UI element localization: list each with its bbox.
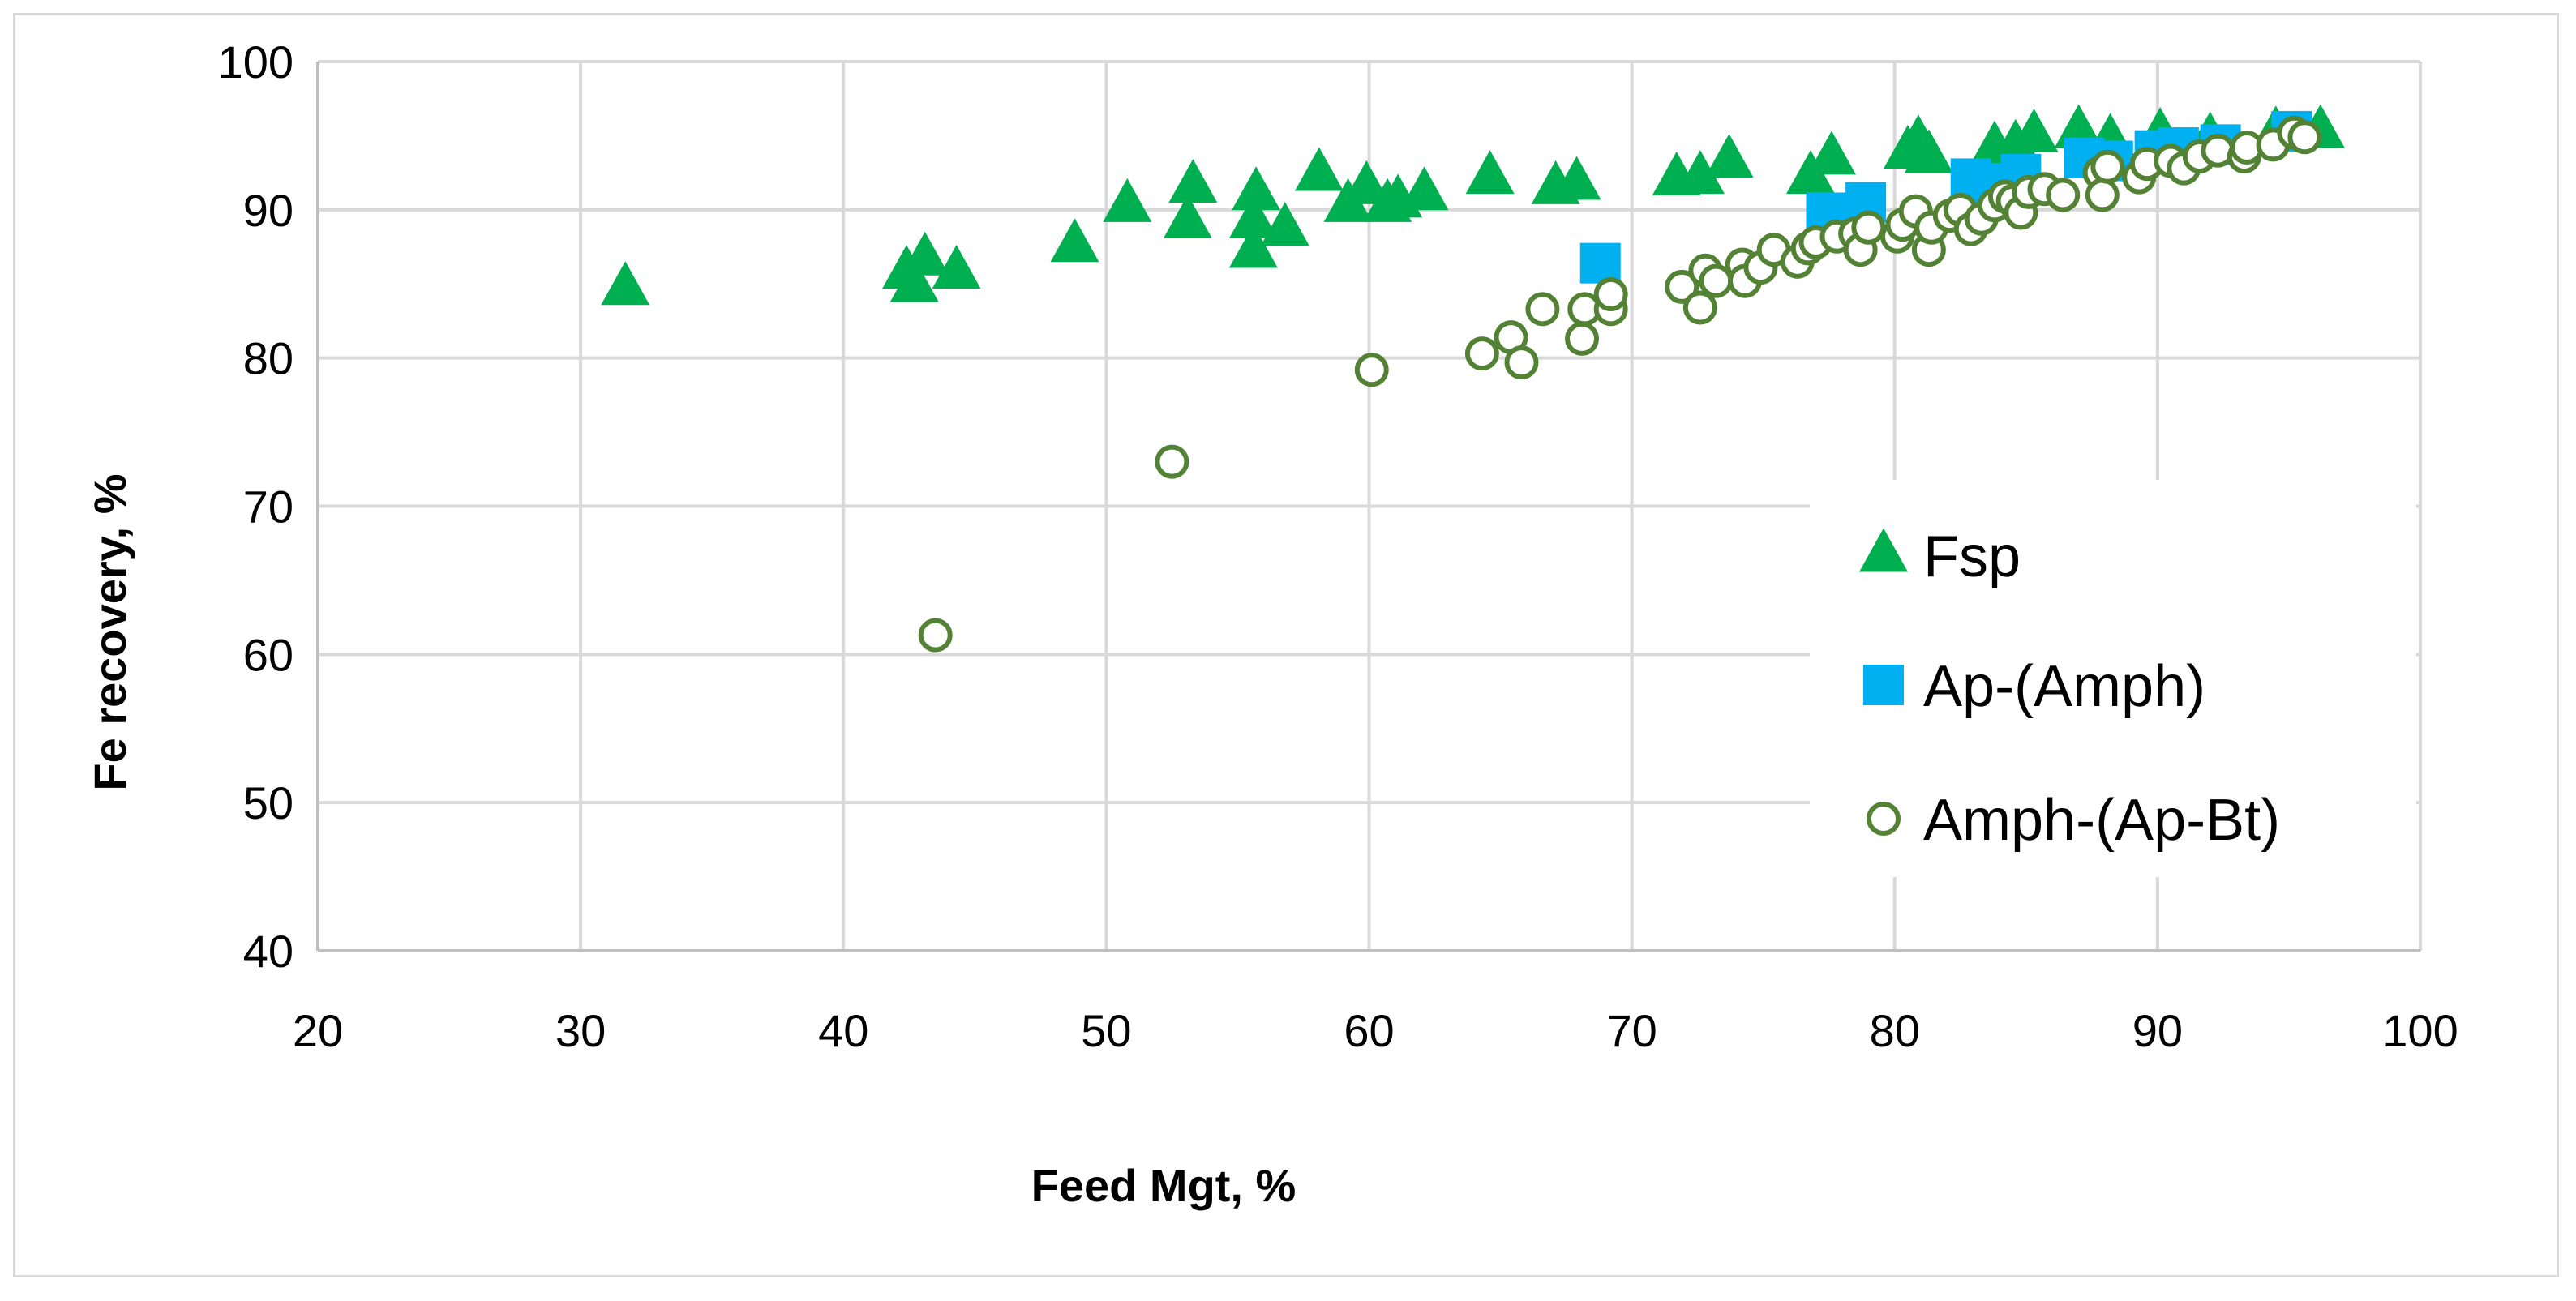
series-ap-amph (1579, 110, 2312, 284)
triangle-point (889, 258, 939, 302)
open-circle-point (2090, 149, 2125, 184)
triangle-point (1704, 134, 1754, 178)
x-axis-label: Feed Mgt, % (1031, 1160, 1297, 1211)
y-tick-label: 70 (243, 481, 294, 533)
triangle-point (1399, 166, 1449, 211)
legend-open-circle-icon (1867, 802, 1901, 836)
triangle-point (1807, 131, 1856, 175)
y-tick-label: 100 (218, 36, 294, 88)
x-tick-label: 100 (2382, 1005, 2458, 1056)
triangle-point (1465, 150, 1515, 195)
y-axis-label: Fe recovery, % (84, 473, 135, 790)
legend-label: Ap-(Amph) (1923, 654, 2205, 719)
open-circle-point (2046, 178, 2081, 212)
triangle-point (1260, 202, 1309, 246)
triangle-point (1228, 194, 1278, 238)
triangle-point (1904, 129, 1953, 173)
x-tick-label: 90 (2132, 1005, 2183, 1056)
open-circle-point (1682, 290, 1717, 325)
open-circle-point (1354, 353, 1389, 387)
x-tick-labels: 20 30 40 50 60 70 80 90 100 (293, 1005, 2458, 1056)
x-tick-label: 50 (1081, 1005, 1131, 1056)
series-amph-ap-bt (918, 115, 2322, 653)
legend-background (1810, 480, 2416, 877)
triangle-point (1232, 166, 1281, 211)
y-tick-label: 50 (243, 777, 294, 828)
legend-triangle-icon (1859, 528, 1908, 572)
triangle-point (2054, 104, 2103, 148)
legend-label: Fsp (1923, 524, 2021, 589)
open-circle-point (2287, 120, 2322, 155)
open-circle-point (1699, 263, 1734, 298)
triangle-point (1168, 159, 1218, 203)
y-tick-label: 90 (243, 185, 294, 236)
x-tick-label: 80 (1870, 1005, 1920, 1056)
triangle-point (1228, 224, 1278, 268)
open-circle-point (1851, 210, 1886, 245)
triangle-point (1294, 147, 1344, 191)
triangle-point (932, 245, 981, 289)
triangle-point (601, 261, 650, 306)
axes (316, 62, 2420, 952)
triangle-point (2009, 108, 2059, 152)
x-tick-label: 70 (1606, 1005, 1657, 1056)
y-tick-labels: 40 50 60 70 80 90 100 (218, 36, 294, 977)
x-tick-label: 30 (555, 1005, 606, 1056)
triangle-point (900, 231, 949, 276)
legend: Fsp Ap-(Amph) Amph-(Ap-Bt) (1810, 480, 2416, 877)
open-circle-point (1593, 277, 1628, 312)
x-tick-label: 60 (1344, 1005, 1394, 1056)
x-tick-label: 40 (818, 1005, 868, 1056)
triangle-point (1552, 156, 1601, 200)
y-tick-label: 80 (243, 333, 294, 384)
legend-label: Amph-(Ap-Bt) (1923, 788, 2280, 853)
series-fsp (601, 104, 2345, 306)
triangle-point (1163, 194, 1212, 238)
open-circle-point (2085, 178, 2120, 212)
y-tick-label: 60 (243, 629, 294, 680)
open-circle-point (1464, 336, 1499, 371)
triangle-point (1342, 160, 1391, 204)
open-circle-point (1525, 292, 1560, 327)
open-circle-point (1565, 321, 1600, 356)
legend-square-icon (1863, 665, 1904, 705)
triangle-point (1103, 178, 1152, 222)
open-circle-point (1665, 269, 1699, 304)
y-tick-label: 40 (243, 926, 294, 977)
triangle-point (1675, 150, 1725, 195)
open-circle-point (1504, 345, 1539, 380)
open-circle-point (918, 618, 953, 653)
open-circle-point (1155, 444, 1189, 479)
square-point (1579, 242, 1621, 284)
x-tick-label: 20 (293, 1005, 343, 1056)
data-points (601, 104, 2345, 653)
triangle-point (1050, 218, 1099, 263)
